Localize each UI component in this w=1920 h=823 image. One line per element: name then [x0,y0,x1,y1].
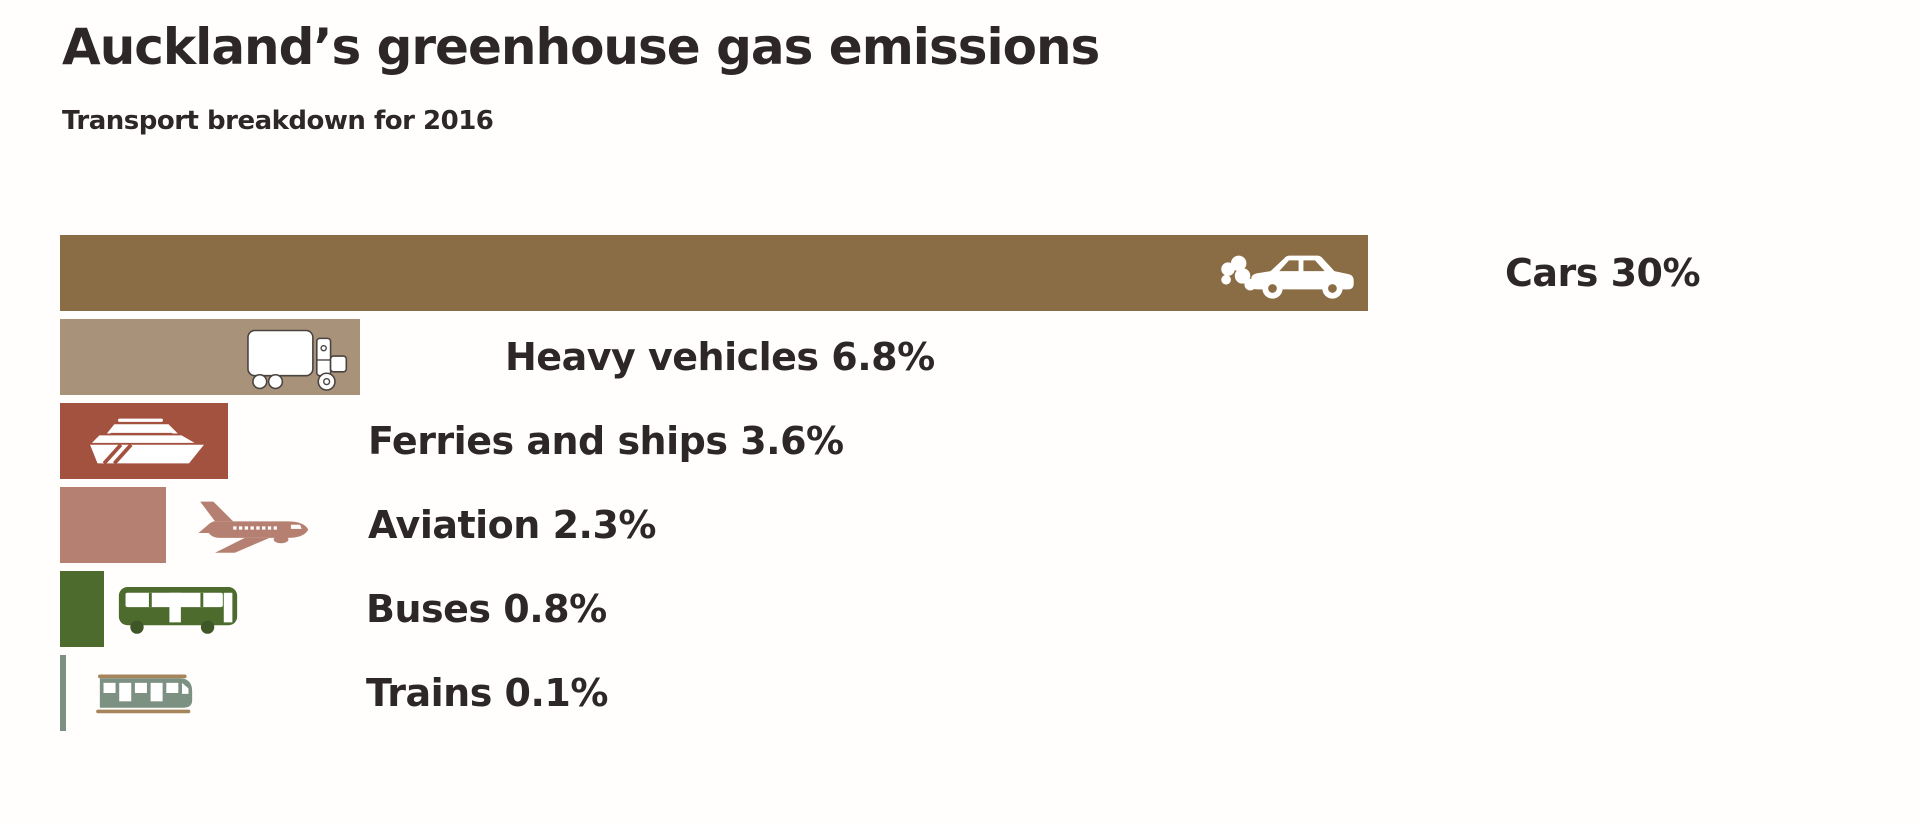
aviation-bar [60,487,166,563]
chart-subtitle: Transport breakdown for 2016 [62,106,494,136]
bar-row-buses: Buses 0.8% [60,571,607,647]
cars-bar [60,235,1368,311]
heavy-vehicles-label: Heavy vehicles 6.8% [505,335,935,379]
trains-bar [60,655,66,731]
chart-title: Auckland’s greenhouse gas emissions [62,18,1100,76]
buses-label: Buses 0.8% [366,587,607,631]
ferry-icon [90,418,204,465]
heavy-vehicles-bar [60,319,360,395]
ferries-bar [60,403,228,479]
truck-icon [247,329,348,391]
train-icon [96,674,193,714]
bus-icon [118,587,238,634]
car-exhaust-icon [1221,255,1354,299]
bar-row-trains: Trains 0.1% [60,655,608,731]
plane-icon [198,501,309,553]
bar-row-aviation: Aviation 2.3% [60,487,656,563]
bar-row-ferries: Ferries and ships 3.6% [60,403,844,479]
ferries-label: Ferries and ships 3.6% [368,419,844,463]
trains-label: Trains 0.1% [366,671,608,715]
cars-label: Cars 30% [1505,251,1701,295]
bar-row-heavy-vehicles: Heavy vehicles 6.8% [60,319,935,395]
aviation-label: Aviation 2.3% [368,503,656,547]
buses-bar [60,571,104,647]
bar-row-cars: Cars 30% [60,235,1701,311]
